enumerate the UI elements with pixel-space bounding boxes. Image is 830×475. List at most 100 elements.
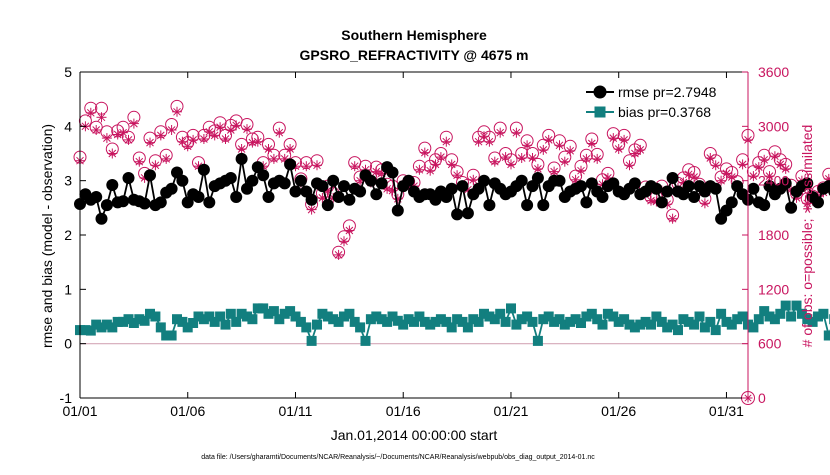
asterisk-stroke <box>232 121 241 130</box>
asterisk-stroke <box>334 251 343 259</box>
obs-assimilated-point <box>188 134 199 145</box>
rmse-point <box>327 174 340 187</box>
rmse-point <box>144 169 156 182</box>
obs-assimilated-point <box>91 125 102 135</box>
asterisk-stroke <box>243 125 251 133</box>
bias-point <box>576 318 586 328</box>
obs-assimilated-point <box>231 120 242 131</box>
bias-point <box>683 316 694 327</box>
bias-point <box>414 311 425 322</box>
rmse-point <box>628 177 641 190</box>
asterisk-stroke <box>754 163 763 171</box>
bias-point <box>489 314 500 325</box>
bias-point <box>258 303 269 314</box>
rmse-point <box>779 177 792 190</box>
asterisk-stroke <box>684 170 693 179</box>
bias-point <box>317 308 328 319</box>
obs-assimilated-point <box>511 127 522 138</box>
obs-assimilated-point <box>683 169 694 180</box>
asterisk-stroke <box>226 126 235 134</box>
asterisk-stroke <box>560 157 569 166</box>
x-axis-label: Jan.01,2014 00:00:00 start <box>331 427 498 443</box>
obs-assimilated-point <box>495 127 506 138</box>
obs-assimilated-point <box>629 148 640 159</box>
bias-point <box>813 311 823 322</box>
bias-point <box>198 314 209 325</box>
bias-point <box>667 319 678 330</box>
bias-point <box>549 316 560 327</box>
obs-assimilated-point <box>285 144 296 154</box>
asterisk-stroke <box>528 154 537 162</box>
bias-point <box>597 319 608 330</box>
bias-point <box>295 316 306 327</box>
bias-point <box>640 316 651 327</box>
obs-assimilated-point <box>301 161 312 172</box>
asterisk-stroke <box>383 184 391 193</box>
asterisk-stroke <box>453 171 461 180</box>
asterisk-stroke <box>286 145 294 153</box>
asterisk-stroke <box>679 178 688 187</box>
obs-assimilated-point <box>554 140 565 151</box>
bias-point <box>360 335 371 346</box>
bias-point <box>559 319 570 330</box>
bias-point <box>128 318 139 328</box>
rmse-point <box>278 177 291 190</box>
rmse-point <box>122 172 135 184</box>
asterisk-stroke <box>205 127 214 136</box>
chart-subtitle: GPSRO_REFRACTIVITY @ 4675 m <box>300 47 529 63</box>
bias-point <box>462 322 473 333</box>
obs-assimilated-point <box>166 125 177 135</box>
bias-point <box>263 308 274 319</box>
bias-point <box>570 314 581 325</box>
y-tick-label: 5 <box>64 64 72 80</box>
obs-assimilated-point <box>699 198 710 209</box>
rmse-point <box>391 204 404 217</box>
obs-assimilated-point <box>112 129 123 140</box>
obs-assimilated-point <box>349 161 360 172</box>
rmse-point <box>192 191 205 203</box>
asterisk-stroke <box>582 155 591 163</box>
obs-assimilated-point <box>333 249 344 260</box>
obs-assimilated-point <box>155 130 166 141</box>
rmse-point <box>354 185 367 198</box>
obs-assimilated-point <box>198 134 209 144</box>
bias-point <box>398 319 409 330</box>
bias-point <box>301 322 312 333</box>
obs-assimilated-point <box>242 124 252 135</box>
bias-point <box>527 316 538 327</box>
asterisk-stroke <box>156 131 165 140</box>
bias-point <box>177 316 188 327</box>
bias-point <box>425 319 436 330</box>
asterisk-stroke <box>420 148 429 157</box>
asterisk-stroke <box>577 166 585 175</box>
legend-bias-marker <box>594 106 606 118</box>
bias-point <box>365 314 376 325</box>
obs-assimilated-point <box>624 160 635 171</box>
obs-assimilated-point <box>748 171 759 182</box>
asterisk-stroke <box>523 141 531 150</box>
chart-title: Southern Hemisphere <box>341 27 487 43</box>
bias-point <box>581 311 592 322</box>
bias-point <box>333 316 344 327</box>
asterisk-stroke <box>302 162 311 171</box>
asterisk-stroke <box>97 113 106 122</box>
asterisk-stroke <box>178 137 187 146</box>
asterisk-stroke <box>534 165 542 173</box>
bias-point <box>430 316 441 327</box>
rmse-point <box>456 180 469 193</box>
obs-assimilated-point <box>635 144 646 155</box>
obs-assimilated-point <box>769 151 780 162</box>
bias-point <box>80 325 91 336</box>
obs-assimilated-point <box>759 154 770 165</box>
rmse-point <box>801 177 814 190</box>
asterisk-stroke <box>323 186 332 195</box>
obs-assimilated-point <box>263 144 274 154</box>
bias-point <box>802 314 813 325</box>
rmse-point <box>655 196 668 209</box>
bias-point <box>538 314 549 325</box>
rmse-point <box>117 195 130 208</box>
rmse-point <box>725 196 738 209</box>
bias-point <box>188 318 199 328</box>
asterisk-stroke <box>544 136 553 144</box>
